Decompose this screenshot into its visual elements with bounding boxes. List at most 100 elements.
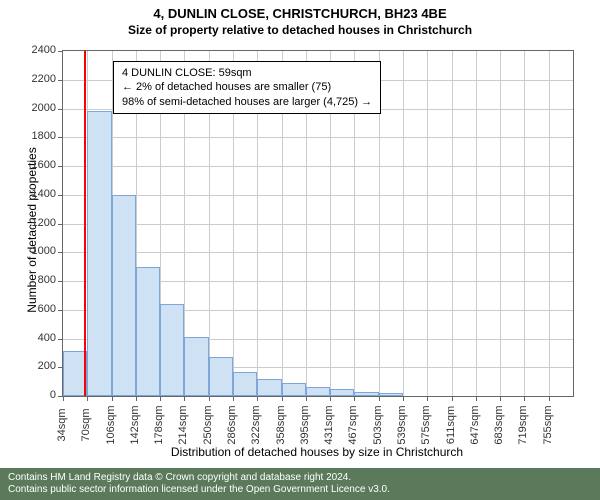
- x-tick-mark: [452, 396, 453, 401]
- x-tick-mark: [233, 396, 234, 401]
- x-tick-mark: [209, 396, 210, 401]
- y-tick-label: 1000: [0, 245, 56, 257]
- bar: [306, 387, 330, 396]
- x-tick-label: 178sqm: [153, 405, 165, 444]
- x-tick-mark: [330, 396, 331, 401]
- y-tick-label: 1800: [0, 130, 56, 142]
- info-line-2: ← 2% of detached houses are smaller (75): [122, 80, 372, 94]
- bar: [233, 372, 257, 396]
- footer-line-2: Contains public sector information licen…: [8, 484, 592, 496]
- chart-title-main: 4, DUNLIN CLOSE, CHRISTCHURCH, BH23 4BE: [0, 0, 600, 21]
- grid-line-h: [63, 195, 573, 196]
- x-tick-mark: [476, 396, 477, 401]
- bar: [354, 392, 378, 396]
- grid-line-h: [63, 252, 573, 253]
- y-tick-label: 1200: [0, 217, 56, 229]
- x-tick-label: 539sqm: [396, 405, 408, 444]
- y-tick-mark: [58, 310, 63, 311]
- x-tick-label: 467sqm: [347, 405, 359, 444]
- x-tick-label: 142sqm: [129, 405, 141, 444]
- x-tick-label: 755sqm: [542, 405, 554, 444]
- y-tick-mark: [58, 80, 63, 81]
- y-tick-label: 2400: [0, 44, 56, 56]
- x-tick-mark: [257, 396, 258, 401]
- x-tick-mark: [403, 396, 404, 401]
- x-tick-label: 503sqm: [372, 405, 384, 444]
- bar: [257, 379, 281, 396]
- x-tick-label: 719sqm: [517, 405, 529, 444]
- x-tick-label: 286sqm: [226, 405, 238, 444]
- info-line-3: 98% of semi-detached houses are larger (…: [122, 95, 372, 109]
- chart-title-sub: Size of property relative to detached ho…: [0, 21, 600, 37]
- y-tick-label: 200: [0, 360, 56, 372]
- y-tick-mark: [58, 109, 63, 110]
- y-tick-label: 400: [0, 332, 56, 344]
- x-tick-label: 214sqm: [177, 405, 189, 444]
- x-tick-label: 431sqm: [323, 405, 335, 444]
- x-tick-label: 575sqm: [420, 405, 432, 444]
- y-tick-mark: [58, 195, 63, 196]
- bar: [136, 267, 160, 396]
- grid-line-h: [63, 137, 573, 138]
- x-tick-mark: [354, 396, 355, 401]
- y-tick-label: 1400: [0, 188, 56, 200]
- bar: [184, 337, 208, 396]
- grid-line-v: [403, 51, 404, 396]
- x-tick-label: 106sqm: [105, 405, 117, 444]
- bar: [330, 389, 354, 396]
- y-tick-label: 800: [0, 274, 56, 286]
- x-tick-mark: [160, 396, 161, 401]
- x-tick-mark: [427, 396, 428, 401]
- x-tick-label: 70sqm: [80, 408, 92, 441]
- x-tick-mark: [184, 396, 185, 401]
- x-tick-label: 395sqm: [299, 405, 311, 444]
- grid-line-v: [500, 51, 501, 396]
- x-tick-mark: [63, 396, 64, 401]
- grid-line-v: [549, 51, 550, 396]
- x-tick-label: 611sqm: [445, 406, 457, 444]
- x-tick-mark: [87, 396, 88, 401]
- x-tick-label: 322sqm: [250, 405, 262, 444]
- y-tick-mark: [58, 166, 63, 167]
- x-tick-label: 647sqm: [469, 405, 481, 444]
- y-tick-label: 2200: [0, 73, 56, 85]
- x-tick-label: 358sqm: [275, 405, 287, 444]
- bar: [379, 393, 403, 396]
- bar: [282, 383, 306, 396]
- grid-line-v: [476, 51, 477, 396]
- info-line-1: 4 DUNLIN CLOSE: 59sqm: [122, 66, 372, 80]
- bar: [160, 304, 184, 396]
- x-tick-mark: [500, 396, 501, 401]
- grid-line-v: [524, 51, 525, 396]
- x-tick-label: 34sqm: [56, 408, 68, 441]
- bar: [87, 111, 111, 396]
- x-tick-mark: [282, 396, 283, 401]
- plot-area: 4 DUNLIN CLOSE: 59sqm ← 2% of detached h…: [62, 50, 574, 397]
- y-tick-mark: [58, 252, 63, 253]
- grid-line-h: [63, 224, 573, 225]
- x-tick-mark: [524, 396, 525, 401]
- y-tick-mark: [58, 51, 63, 52]
- grid-line-v: [427, 51, 428, 396]
- y-tick-mark: [58, 137, 63, 138]
- y-tick-label: 600: [0, 303, 56, 315]
- bar: [112, 195, 136, 396]
- info-box: 4 DUNLIN CLOSE: 59sqm ← 2% of detached h…: [113, 61, 381, 114]
- footer-line-1: Contains HM Land Registry data © Crown c…: [8, 472, 592, 484]
- y-tick-label: 1600: [0, 159, 56, 171]
- x-tick-label: 683sqm: [493, 405, 505, 444]
- bar: [209, 357, 233, 396]
- x-tick-label: 250sqm: [202, 405, 214, 444]
- chart-container: 4, DUNLIN CLOSE, CHRISTCHURCH, BH23 4BE …: [0, 0, 600, 500]
- x-tick-mark: [379, 396, 380, 401]
- x-tick-mark: [549, 396, 550, 401]
- x-axis-label: Distribution of detached houses by size …: [62, 445, 572, 459]
- y-tick-mark: [58, 339, 63, 340]
- y-tick-mark: [58, 224, 63, 225]
- y-tick-mark: [58, 281, 63, 282]
- y-tick-label: 0: [0, 389, 56, 401]
- x-tick-mark: [306, 396, 307, 401]
- footer: Contains HM Land Registry data © Crown c…: [0, 468, 600, 500]
- x-tick-mark: [112, 396, 113, 401]
- marker-line: [84, 51, 86, 396]
